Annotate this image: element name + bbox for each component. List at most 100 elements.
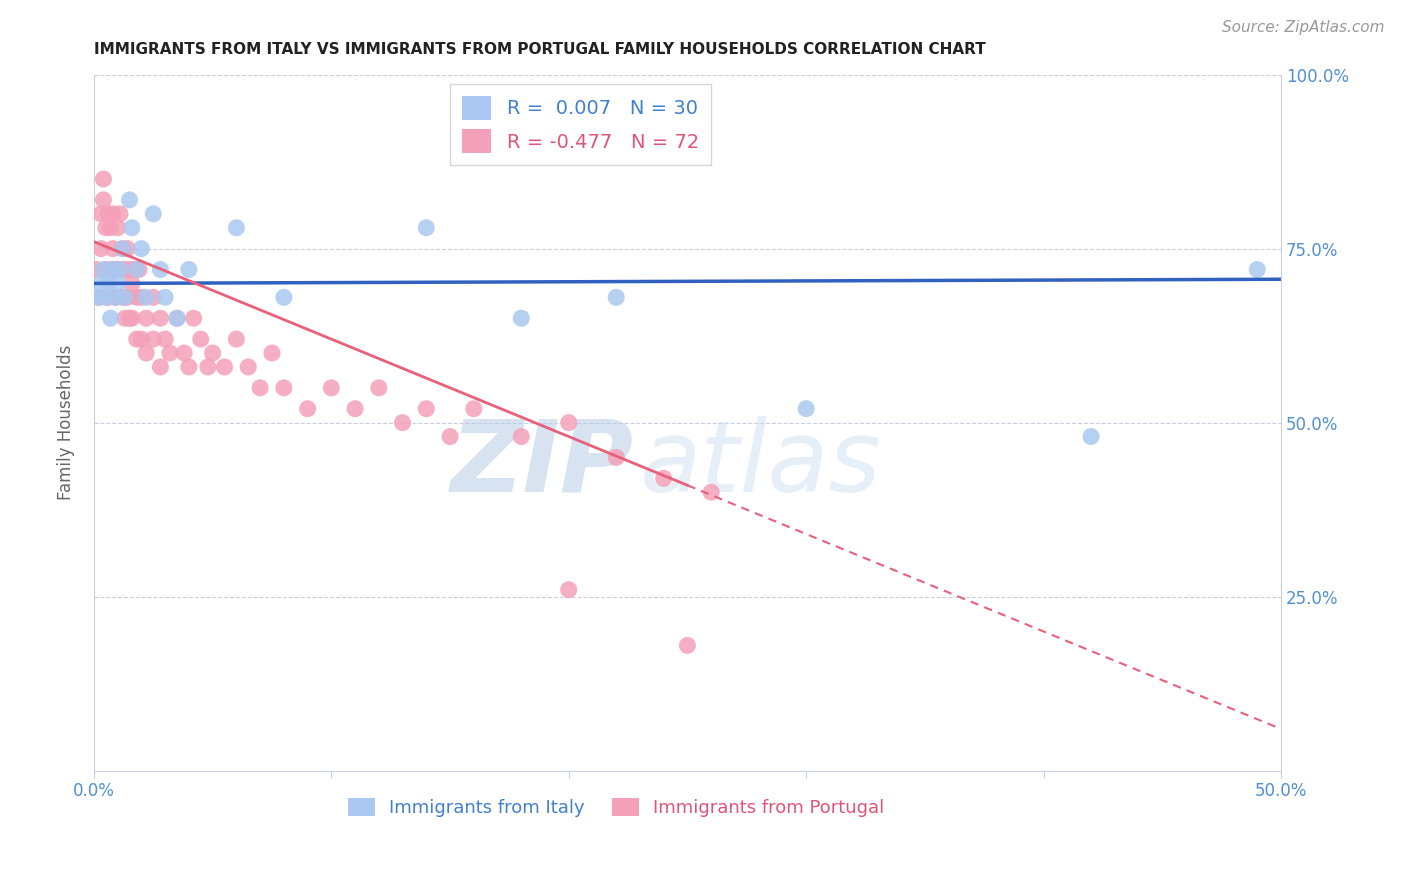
Point [225,220,247,235]
Point [197,359,219,374]
Point [93,262,115,277]
Y-axis label: Family Households: Family Households [58,345,75,500]
Point [125,290,148,304]
Point [94,262,117,277]
Point [201,346,224,360]
Point [142,332,165,346]
Point [1080,429,1102,443]
Point [101,262,124,277]
Point [108,207,131,221]
Point [510,311,533,326]
Point [107,277,129,291]
Point [104,262,127,277]
Point [111,290,134,304]
Point [100,262,122,277]
Point [97,277,120,291]
Point [225,332,247,346]
Point [135,346,157,360]
Point [100,220,122,235]
Point [128,262,150,277]
Point [463,401,485,416]
Point [135,311,157,326]
Legend: Immigrants from Italy, Immigrants from Portugal: Immigrants from Italy, Immigrants from P… [340,790,891,824]
Point [238,359,260,374]
Point [87,290,110,304]
Point [93,172,115,186]
Point [114,290,136,304]
Point [111,242,134,256]
Point [97,207,120,221]
Point [90,242,112,256]
Point [107,262,129,277]
Point [214,359,236,374]
Point [153,290,176,304]
Point [700,485,723,500]
Point [249,381,271,395]
Point [190,332,212,346]
Point [391,416,413,430]
Point [177,262,200,277]
Point [149,262,172,277]
Point [94,290,117,304]
Point [118,311,141,326]
Point [605,290,627,304]
Point [321,381,343,395]
Point [149,359,172,374]
Point [558,582,581,597]
Point [124,262,146,277]
Point [104,290,127,304]
Point [90,277,112,291]
Point [104,290,127,304]
Text: IMMIGRANTS FROM ITALY VS IMMIGRANTS FROM PORTUGAL FAMILY HOUSEHOLDS CORRELATION : IMMIGRANTS FROM ITALY VS IMMIGRANTS FROM… [94,42,986,57]
Point [166,311,188,326]
Text: Source: ZipAtlas.com: Source: ZipAtlas.com [1222,20,1385,35]
Point [415,220,437,235]
Point [173,346,195,360]
Point [273,381,295,395]
Point [115,242,138,256]
Point [794,401,817,416]
Point [87,290,110,304]
Point [652,471,675,485]
Point [100,311,122,326]
Point [297,401,319,416]
Point [159,346,181,360]
Point [177,359,200,374]
Point [118,193,141,207]
Point [344,401,367,416]
Point [84,262,107,277]
Point [183,311,205,326]
Point [125,262,148,277]
Point [510,429,533,443]
Point [125,332,148,346]
Point [605,450,627,465]
Point [153,332,176,346]
Point [415,401,437,416]
Point [107,220,129,235]
Point [149,311,172,326]
Point [108,262,131,277]
Point [676,639,699,653]
Point [142,207,165,221]
Point [131,242,153,256]
Point [131,290,153,304]
Point [1246,262,1268,277]
Point [118,262,141,277]
Point [111,242,134,256]
Point [108,262,131,277]
Point [135,290,157,304]
Point [101,207,124,221]
Point [115,290,138,304]
Point [558,416,581,430]
Point [131,332,153,346]
Point [439,429,461,443]
Point [114,311,136,326]
Point [90,207,112,221]
Point [101,242,124,256]
Point [114,262,136,277]
Point [94,220,117,235]
Point [121,311,143,326]
Point [260,346,283,360]
Text: atlas: atlas [640,416,882,513]
Point [97,290,120,304]
